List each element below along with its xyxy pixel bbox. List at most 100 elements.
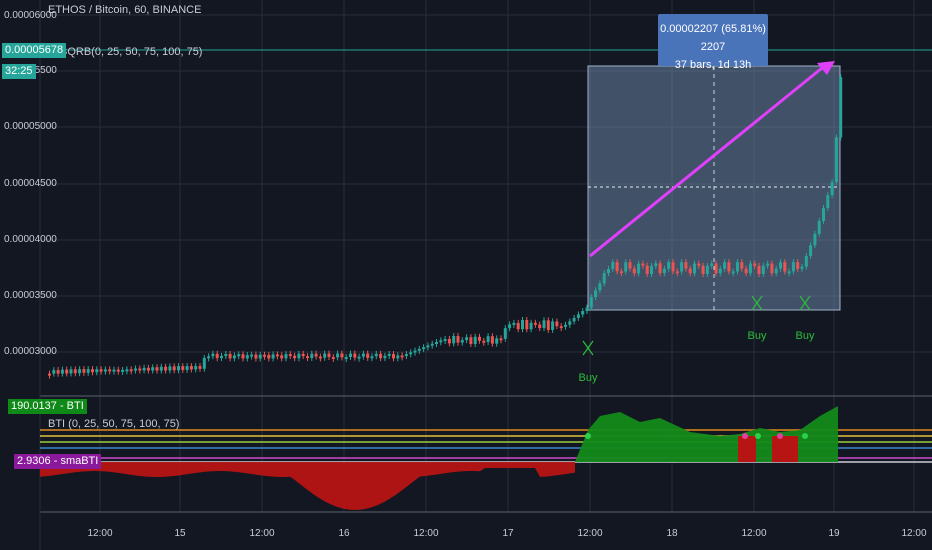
candle <box>409 352 413 355</box>
time-label: 17 <box>502 528 514 539</box>
candle <box>804 256 808 267</box>
candle <box>340 353 344 358</box>
candle <box>744 268 748 274</box>
sma-value-tag: 2.9306 - smaBTI <box>14 454 102 469</box>
candle <box>529 322 533 330</box>
candle <box>383 355 387 359</box>
candle <box>705 265 709 274</box>
candle <box>624 262 628 272</box>
countdown-tag: 32:25 <box>2 64 36 79</box>
indicator-legend[interactable]: BQRB(0, 25, 50, 75, 100, 75) <box>60 46 203 58</box>
candle <box>671 262 675 272</box>
candle <box>589 297 593 308</box>
candle <box>826 195 830 208</box>
candle <box>675 271 679 274</box>
candle <box>774 268 778 274</box>
candle <box>486 336 490 343</box>
candle <box>73 369 77 374</box>
candle <box>538 324 542 329</box>
sma-name: smaBTI <box>60 455 99 467</box>
candle <box>680 262 684 272</box>
time-label: 12:00 <box>249 528 275 539</box>
candle <box>413 350 417 353</box>
candle <box>374 353 378 357</box>
candle <box>637 263 641 274</box>
candle <box>521 320 524 330</box>
candle <box>766 263 770 266</box>
candle <box>121 369 125 372</box>
bti-legend[interactable]: BTI (0, 25, 50, 75, 100, 75) <box>48 418 180 430</box>
candle <box>611 262 615 270</box>
candle <box>748 263 752 274</box>
measure-change: 0.00002207 (65.81%) 2207 <box>660 23 766 53</box>
candle <box>628 262 632 269</box>
candle <box>353 353 357 358</box>
candle <box>357 356 361 359</box>
buy-label: Buy <box>747 330 767 342</box>
candle <box>86 369 90 373</box>
price-label: 0.00004000 <box>4 234 57 245</box>
candle <box>254 354 258 359</box>
candle <box>181 366 185 370</box>
candle <box>658 263 662 274</box>
candle <box>275 354 279 357</box>
buy-label: Buy <box>578 372 598 384</box>
candle <box>757 265 761 274</box>
candle <box>516 322 520 330</box>
candle <box>779 262 782 269</box>
candle <box>512 322 516 325</box>
candle <box>129 369 133 372</box>
candle <box>159 366 163 371</box>
candle <box>813 233 817 246</box>
candle <box>327 353 331 357</box>
candle <box>839 77 843 138</box>
candle <box>585 307 589 312</box>
candle <box>177 366 180 371</box>
candle <box>710 263 714 266</box>
sma-value: 2.9306 <box>17 455 51 467</box>
buy-markers <box>582 295 811 356</box>
candle <box>95 369 99 373</box>
candle <box>392 353 395 359</box>
signal-dot <box>742 433 748 439</box>
candle <box>430 343 434 346</box>
candle <box>400 355 404 358</box>
candle <box>559 326 563 329</box>
bti-negative-area <box>40 462 575 510</box>
trend-arrow[interactable] <box>589 66 823 258</box>
candle <box>761 265 765 274</box>
candle <box>654 263 658 267</box>
candle <box>52 370 56 374</box>
candle <box>834 137 838 183</box>
candle <box>817 220 821 234</box>
price-label: 0.00004500 <box>4 178 57 189</box>
candle <box>546 320 550 330</box>
candle <box>69 369 73 374</box>
candles <box>48 74 843 379</box>
candle <box>344 357 348 360</box>
candle <box>753 263 757 266</box>
candle <box>237 354 241 357</box>
candle <box>284 354 288 359</box>
candle <box>736 262 739 272</box>
candle <box>323 353 327 358</box>
candle <box>48 373 51 376</box>
candle <box>602 273 606 284</box>
candle <box>688 268 692 274</box>
signal-dot <box>777 433 783 439</box>
candle <box>581 311 585 315</box>
candle <box>499 338 503 341</box>
price-label: 0.00006000 <box>4 10 57 21</box>
time-label: 12:00 <box>901 528 927 539</box>
candle <box>576 314 580 318</box>
candle <box>533 322 537 325</box>
candle <box>645 265 649 274</box>
measure-tooltip: 0.00002207 (65.81%) 2207 37 bars, 1d 13h <box>658 14 768 71</box>
candle <box>641 263 645 266</box>
candle <box>168 366 172 371</box>
candle <box>684 262 688 269</box>
candle <box>607 269 610 274</box>
candle <box>138 368 142 371</box>
